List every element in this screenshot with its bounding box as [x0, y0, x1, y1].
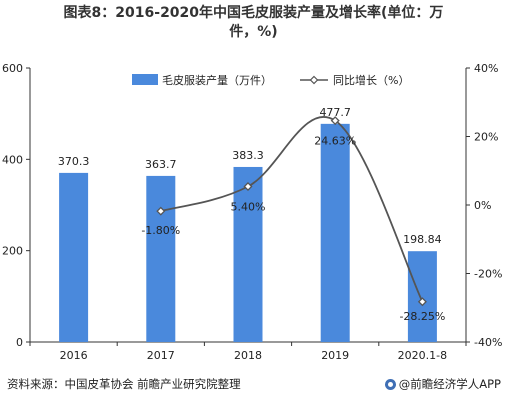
right-axis-tick-label: 20%	[474, 131, 498, 144]
bar	[320, 123, 350, 342]
bar	[59, 172, 89, 342]
growth-point	[156, 206, 166, 216]
bar	[146, 175, 176, 342]
right-axis-tick-label: -40%	[474, 336, 502, 349]
right-axis-tick-label: 0%	[474, 199, 491, 212]
right-axis-tick-label: 40%	[474, 62, 498, 75]
growth-value-label: 24.63%	[314, 135, 356, 148]
legend-line-marker	[309, 75, 319, 85]
bar-value-label: 198.84	[403, 233, 442, 246]
brand-credit: @前瞻经济学人APP	[384, 376, 501, 392]
growth-value-label: -28.25%	[399, 310, 445, 323]
growth-point	[330, 116, 340, 126]
right-axis-tick-label: -20%	[474, 268, 502, 281]
growth-point	[243, 181, 253, 192]
x-axis-tick-label: 2020.1-8	[398, 349, 447, 362]
legend-line-label: 同比增长（%）	[333, 73, 409, 87]
left-axis-tick-label: 200	[2, 245, 23, 258]
legend-bar-swatch	[132, 74, 158, 85]
growth-value-label: -1.80%	[141, 224, 180, 237]
chart-title: 图表8：2016-2020年中国毛皮服装产量及增长率(单位：万 件，%)	[0, 4, 507, 42]
left-axis-tick-label: 400	[2, 153, 23, 166]
growth-line	[160, 116, 424, 303]
source-note: 资料来源：中国皮革协会 前瞻产业研究院整理	[7, 377, 241, 391]
x-axis-tick-label: 2019	[321, 349, 349, 362]
x-axis-tick-label: 2017	[147, 349, 175, 362]
bar-value-label: 370.3	[58, 155, 90, 168]
chart-title-line1: 图表8：2016-2020年中国毛皮服装产量及增长率(单位：万	[63, 5, 444, 21]
bar-value-label: 363.7	[145, 158, 177, 171]
brand-logo-icon	[384, 378, 396, 390]
bar	[233, 166, 263, 342]
bar-value-label: 477.7	[319, 106, 351, 119]
bar-value-label: 383.3	[232, 149, 264, 162]
x-axis-tick-label: 2016	[60, 349, 88, 362]
left-axis-tick-label: 600	[2, 62, 23, 75]
chart-title-line2: 件，%)	[229, 24, 278, 40]
brand-label: @前瞻经济学人APP	[398, 377, 501, 391]
growth-value-label: 5.40%	[231, 201, 266, 214]
x-axis-tick-label: 2018	[234, 349, 262, 362]
growth-point	[417, 297, 427, 307]
left-axis-tick-label: 0	[16, 336, 23, 349]
bar	[407, 251, 437, 342]
legend-bar-label: 毛皮服装产量（万件）	[162, 73, 272, 87]
